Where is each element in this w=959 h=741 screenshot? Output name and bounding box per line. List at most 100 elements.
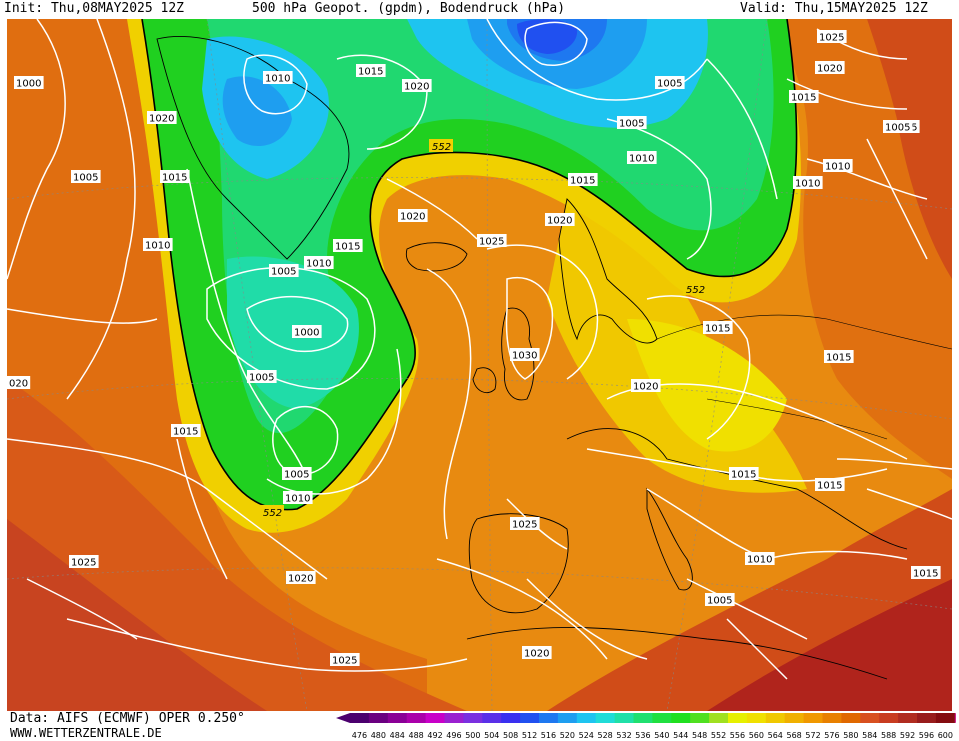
contour-552-label-bg-2 — [683, 282, 707, 295]
legend-swatch — [444, 713, 464, 723]
isobar-label-bg — [7, 376, 31, 389]
isobar-label-bg — [568, 173, 598, 186]
isobar-label: 1020 — [547, 216, 572, 227]
isobar-label: 1005 — [707, 596, 732, 607]
legend-label: 504 — [484, 731, 499, 740]
legend-swatch — [520, 713, 540, 723]
isobar-label: 1015 — [570, 176, 595, 187]
isobar-label: 1005 — [657, 79, 682, 90]
isobar-label-bg — [510, 348, 540, 361]
isobar-label: 1015 — [826, 353, 851, 364]
map-title: 500 hPa Geopot. (gpdm), Bodendruck (hPa) — [252, 1, 566, 16]
geopotential-band-far-northeast — [867, 19, 952, 279]
legend-label: 592 — [900, 731, 915, 740]
legend-label: 576 — [824, 731, 839, 740]
isobar-label: 1030 — [512, 351, 537, 362]
legend-swatch — [368, 713, 389, 723]
legend-swatch — [690, 713, 710, 723]
isobar-label: 1015 — [705, 324, 730, 335]
isobar-label-bg — [333, 239, 363, 252]
legend-label: 524 — [579, 731, 594, 740]
legend-swatch — [482, 713, 502, 723]
contour-552-label: 552 — [432, 142, 451, 153]
contour-552-label-bg-3 — [260, 505, 284, 518]
legend-labels: 476 480 484 488 492 496 500 504 508 512 516 520 524 5… — [352, 731, 953, 740]
geopotential-band-far-southeast — [707, 579, 952, 711]
isobar-label-bg — [883, 120, 913, 133]
isobar-label-bg — [655, 76, 685, 89]
isobar-label-bg — [286, 571, 316, 584]
legend-label: 532 — [616, 731, 631, 740]
legend-label: 488 — [409, 731, 424, 740]
isobar-label: 1010 — [747, 555, 772, 566]
isobar-label: 1005 — [271, 267, 296, 278]
isobars — [7, 19, 952, 680]
legend-swatch — [633, 713, 653, 723]
isobar-label: 1025 — [71, 558, 96, 569]
isobar-label: 1005 — [885, 123, 910, 134]
isobar-label: 1020 — [404, 82, 429, 93]
legend-label: 528 — [598, 731, 613, 740]
legend-label: 512 — [522, 731, 537, 740]
legend-swatch — [671, 713, 691, 723]
isobar-label: 1005 — [284, 470, 309, 481]
data-source: Data: AIFS (ECMWF) OPER 0.250° — [10, 711, 245, 726]
isobar-label-bg — [263, 71, 293, 84]
isobar-label-bg — [789, 90, 819, 103]
legend-label: 572 — [805, 731, 820, 740]
isobar-label-bg — [292, 325, 322, 338]
legend-label: 584 — [862, 731, 877, 740]
legend-label: 480 — [371, 731, 386, 740]
legend-swatch — [860, 713, 880, 723]
isobar-label-bg — [143, 238, 173, 251]
contour-552-label: 552 — [263, 508, 282, 519]
isobar-label: 1015 — [913, 569, 938, 580]
low-svalbard-core — [517, 19, 578, 54]
init-time: Init: Thu,08MAY2025 12Z — [4, 1, 185, 16]
legend-swatch — [935, 713, 956, 723]
legend-arrow-high — [954, 713, 956, 723]
isobar-label: 1020 — [149, 114, 174, 125]
legend-label: 552 — [711, 731, 726, 740]
isobar-label: 1005 — [619, 119, 644, 130]
legend-swatch — [803, 713, 823, 723]
isobar-label-bg — [282, 467, 312, 480]
isobar-label-bg — [330, 653, 360, 666]
isobar-label-bg — [160, 170, 190, 183]
legend-swatch — [576, 713, 597, 723]
isobar-labels: 1000 1010 1015 1020 1005 1025 1020 1015 1005 1015… — [7, 30, 941, 667]
isobar-label: 1010 — [825, 162, 850, 173]
isobar-label-bg — [627, 151, 657, 164]
legend-swatch — [387, 713, 408, 723]
isobar-label: 1015 — [791, 93, 816, 104]
isobar-label: 1010 — [285, 494, 310, 505]
isobar-label-bg — [631, 379, 661, 392]
isobar-label: 1020 — [524, 649, 549, 660]
isobar-label-bg — [477, 234, 507, 247]
isobar-label: 1015 — [817, 481, 842, 492]
isobar-label: 1010 — [265, 74, 290, 85]
legend-swatch — [898, 713, 918, 723]
isobar-label: 1025 — [819, 33, 844, 44]
isobar-label: 1015 — [731, 470, 756, 481]
coastlines — [156, 35, 952, 680]
legend-swatch — [425, 713, 445, 723]
geopotential-band-far-southwest — [7, 519, 267, 711]
legend-swatch — [784, 713, 805, 723]
isobar-label: 1015 — [335, 242, 360, 253]
valid-time: Valid: Thu,15MAY2025 12Z — [740, 1, 928, 16]
isobar-label-bg — [71, 170, 101, 183]
isobar-label: 1015 — [162, 173, 187, 184]
contour-552-line — [141, 19, 798, 511]
legend-label: 536 — [635, 731, 650, 740]
graticule — [7, 19, 952, 711]
isobar-label: 1025 — [479, 237, 504, 248]
isobar-label: 1015 — [358, 67, 383, 78]
isobar-label-bg — [14, 76, 44, 89]
legend-label: 516 — [541, 731, 556, 740]
legend-label: 600 — [938, 731, 953, 740]
weather-map: 552 552 552 1000 1010 1015 1020 1005 1025 1020… — [7, 19, 952, 711]
isobar-label-bg — [247, 370, 277, 383]
isobar-label-bg — [729, 467, 759, 480]
legend-label: 496 — [446, 731, 461, 740]
